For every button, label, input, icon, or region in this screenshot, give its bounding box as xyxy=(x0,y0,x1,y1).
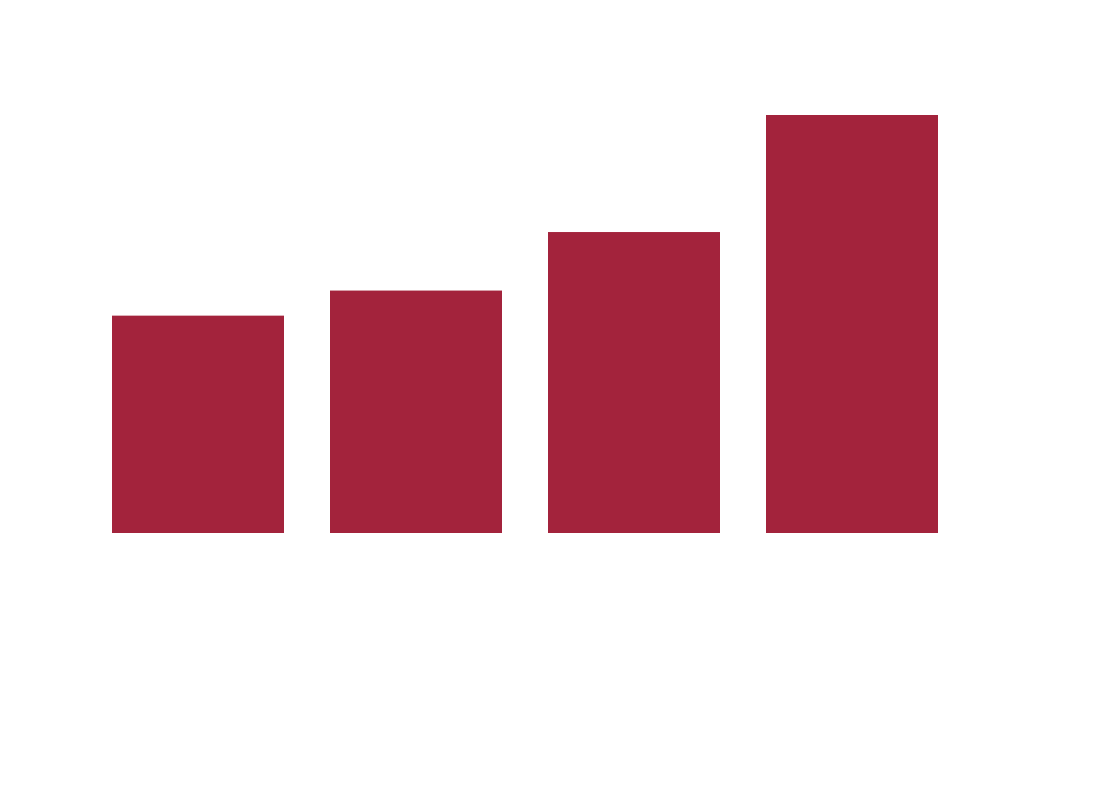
bar-4 xyxy=(766,115,938,533)
bar-2 xyxy=(330,290,502,533)
bar-series xyxy=(112,115,938,534)
bar-3 xyxy=(548,232,720,534)
bar-1 xyxy=(112,315,284,533)
